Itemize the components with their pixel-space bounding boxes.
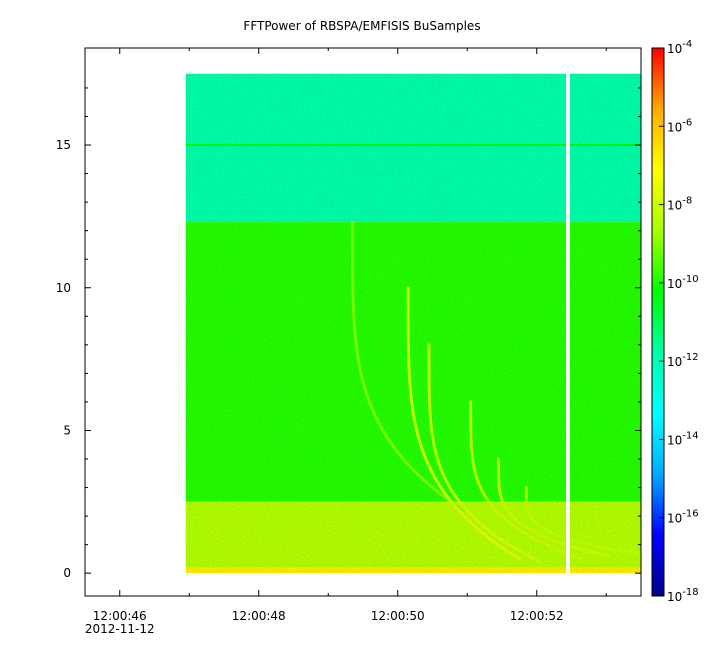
colorbar-tick-label: 10-8 [667, 196, 692, 213]
colorbar-tick-label: 10-18 [667, 587, 699, 604]
speckle-texture [185, 73, 641, 574]
x-axis: 12:00:46 12:00:48 12:00:50 12:00:52 [93, 48, 607, 623]
y-tick-label: 0 [63, 566, 71, 580]
colorbar-tick-label: 10-10 [667, 274, 699, 291]
y-axis: 0 5 10 15 [56, 87, 641, 580]
colorbar-tick-label: 10-12 [667, 352, 699, 369]
x-tick-label: 12:00:50 [371, 609, 425, 623]
plot-frame [84, 47, 642, 597]
colorbar-tick-label: 10-6 [667, 117, 692, 134]
spectrogram-image [185, 48, 641, 596]
colorbar-tick-label: 10-4 [667, 39, 692, 56]
colorbar [652, 48, 664, 596]
colorbar-axis: 10-18 10-16 10-14 10-12 10-10 10-8 10-6 10-4 [659, 39, 699, 604]
colorbar-frame [651, 47, 665, 597]
x-date-label: 2012-11-12 [85, 622, 155, 636]
colorbar-tick-label: 10-16 [667, 509, 699, 526]
chart-title: FFTPower of RBSPA/EMFISIS BuSamples [243, 19, 480, 33]
colorbar-tick-label: 10-14 [667, 430, 699, 447]
y-tick-label: 15 [56, 138, 71, 152]
y-tick-label: 10 [56, 281, 71, 295]
y-tick-label: 5 [63, 423, 71, 437]
x-tick-label: 12:00:48 [232, 609, 286, 623]
x-tick-label: 12:00:46 [93, 609, 147, 623]
x-tick-label: 12:00:52 [510, 609, 564, 623]
data-gap [566, 48, 571, 596]
